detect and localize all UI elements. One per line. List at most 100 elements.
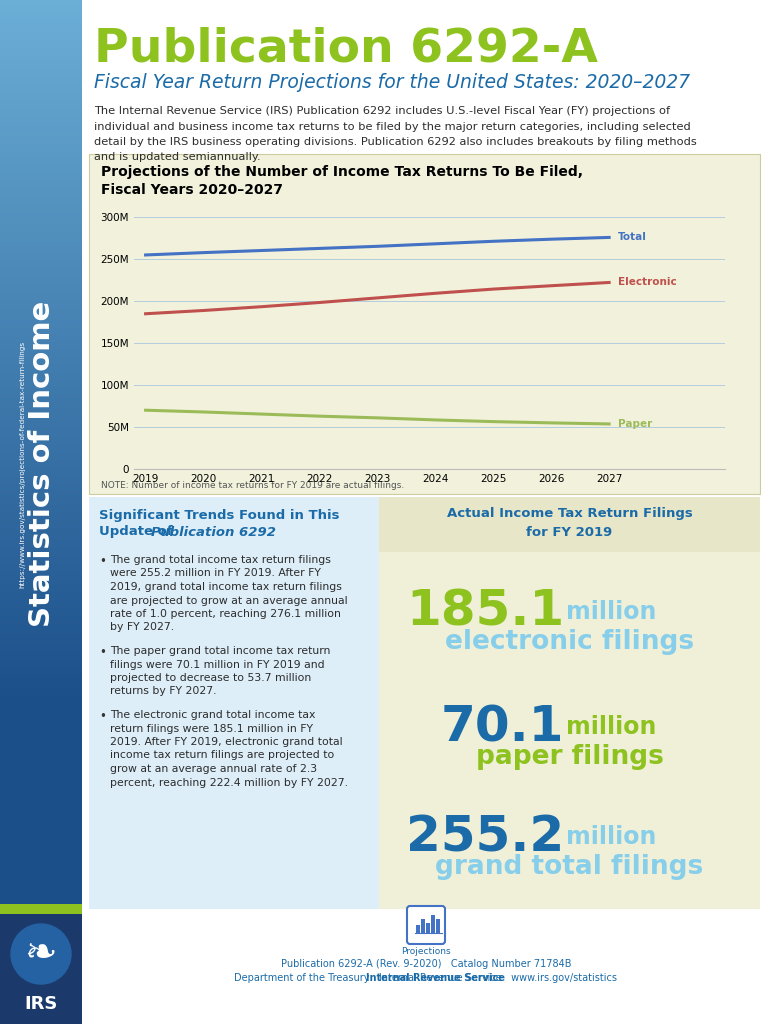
- Bar: [0, 606, 82, 608]
- Bar: [0, 287, 82, 289]
- Bar: [0, 250, 82, 252]
- Bar: [0, 643, 82, 645]
- Bar: [0, 399, 82, 401]
- Bar: [0, 244, 82, 246]
- Bar: [0, 572, 82, 574]
- Text: Publication 6292-A (Rev. 9-2020)   Catalog Number 71784B: Publication 6292-A (Rev. 9-2020) Catalog…: [281, 959, 571, 969]
- Bar: [0, 356, 82, 358]
- Bar: [0, 104, 82, 106]
- Bar: [0, 608, 82, 610]
- Bar: [0, 171, 82, 173]
- Text: and is updated semiannually.: and is updated semiannually.: [94, 153, 260, 163]
- Bar: [0, 5, 82, 7]
- Bar: [0, 238, 82, 240]
- Bar: [0, 602, 82, 604]
- Bar: [0, 436, 82, 438]
- Bar: [0, 531, 82, 534]
- Bar: [0, 379, 82, 381]
- Bar: [0, 319, 82, 321]
- Text: were 255.2 million in FY 2019. After FY: were 255.2 million in FY 2019. After FY: [110, 568, 321, 579]
- Text: The grand total income tax return filings: The grand total income tax return filing…: [110, 555, 331, 565]
- Bar: [0, 696, 82, 698]
- Bar: [0, 294, 82, 296]
- Bar: [0, 656, 82, 658]
- Bar: [0, 354, 82, 356]
- Bar: [0, 534, 82, 536]
- Bar: [0, 683, 82, 685]
- Bar: [0, 164, 82, 166]
- Bar: [0, 55, 82, 57]
- Bar: [0, 424, 82, 426]
- Bar: [0, 314, 82, 316]
- Bar: [0, 332, 82, 334]
- Bar: [0, 366, 82, 368]
- Bar: [0, 258, 82, 260]
- Bar: [0, 368, 82, 370]
- Bar: [0, 547, 82, 549]
- Bar: [0, 123, 82, 125]
- Bar: [0, 286, 82, 288]
- Bar: [0, 686, 82, 688]
- Bar: [0, 496, 82, 498]
- Bar: [0, 512, 82, 514]
- Bar: [0, 115, 82, 117]
- Bar: [0, 288, 82, 290]
- Text: electronic filings: electronic filings: [445, 629, 694, 655]
- Bar: [0, 242, 82, 244]
- Bar: [0, 73, 82, 75]
- Bar: [0, 418, 82, 420]
- Bar: [0, 439, 82, 441]
- Bar: [0, 641, 82, 643]
- Bar: [0, 663, 82, 665]
- Bar: [0, 210, 82, 212]
- Bar: [0, 150, 82, 151]
- Bar: [0, 372, 82, 374]
- Bar: [0, 89, 82, 91]
- Bar: [0, 240, 82, 242]
- Bar: [0, 355, 82, 357]
- Bar: [0, 203, 82, 205]
- Bar: [0, 545, 82, 547]
- Bar: [0, 114, 82, 116]
- Bar: [0, 421, 82, 423]
- Bar: [0, 83, 82, 85]
- Bar: [0, 553, 82, 555]
- Bar: [0, 695, 82, 697]
- Bar: [0, 435, 82, 437]
- Bar: [0, 12, 82, 14]
- Bar: [0, 592, 82, 594]
- Bar: [0, 78, 82, 80]
- Bar: [0, 132, 82, 134]
- Bar: [0, 327, 82, 329]
- Bar: [0, 181, 82, 183]
- Bar: [0, 510, 82, 512]
- Bar: [0, 624, 82, 626]
- Bar: [0, 202, 82, 204]
- Bar: [0, 378, 82, 380]
- Text: Projections: Projections: [401, 946, 450, 955]
- Bar: [431, 915, 434, 933]
- Bar: [0, 197, 82, 199]
- Bar: [0, 154, 82, 156]
- Bar: [0, 117, 82, 119]
- Bar: [0, 32, 82, 34]
- Bar: [0, 278, 82, 280]
- Bar: [0, 348, 82, 350]
- Text: Department of the Treasury   Internal Revenue Service   www.irs.gov/statistics: Department of the Treasury Internal Reve…: [235, 973, 618, 983]
- Text: income tax return filings are projected to: income tax return filings are projected …: [110, 751, 334, 761]
- Bar: [0, 88, 82, 90]
- Bar: [0, 170, 82, 172]
- Bar: [0, 22, 82, 24]
- Bar: [0, 601, 82, 603]
- Bar: [0, 490, 82, 493]
- Bar: [0, 480, 82, 482]
- Bar: [0, 565, 82, 567]
- Bar: [0, 246, 82, 248]
- Bar: [0, 360, 82, 362]
- Bar: [0, 9, 82, 11]
- Bar: [0, 15, 82, 17]
- Bar: [0, 687, 82, 689]
- Bar: [0, 53, 82, 55]
- Bar: [0, 560, 82, 562]
- Bar: [0, 353, 82, 355]
